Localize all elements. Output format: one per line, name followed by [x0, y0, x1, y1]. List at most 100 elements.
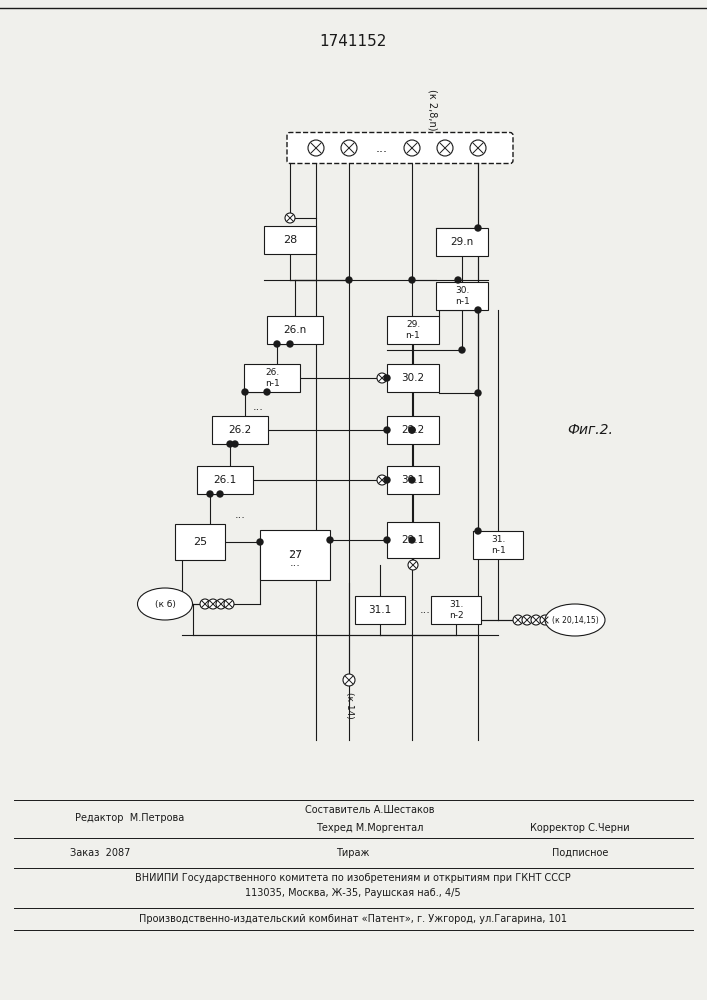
Text: 28: 28 — [283, 235, 297, 245]
Bar — [387, 416, 439, 444]
Ellipse shape — [545, 604, 605, 636]
Circle shape — [475, 390, 481, 396]
Bar — [387, 316, 439, 344]
Circle shape — [207, 491, 213, 497]
Circle shape — [437, 140, 453, 156]
Circle shape — [227, 441, 233, 447]
Circle shape — [257, 539, 263, 545]
Text: ВНИИПИ Государственного комитета по изобретениям и открытиям при ГКНТ СССР: ВНИИПИ Государственного комитета по изоб… — [135, 873, 571, 883]
Text: Техред М.Моргентал: Техред М.Моргентал — [316, 823, 423, 833]
Circle shape — [409, 537, 415, 543]
Circle shape — [200, 599, 210, 609]
Text: (к 14): (к 14) — [344, 692, 354, 718]
Text: ...: ... — [235, 510, 245, 520]
Bar — [175, 524, 225, 560]
Circle shape — [327, 537, 333, 543]
Circle shape — [531, 615, 541, 625]
Text: ...: ... — [290, 544, 300, 554]
Circle shape — [540, 615, 550, 625]
Text: Производственно-издательский комбинат «Патент», г. Ужгород, ул.Гагарина, 101: Производственно-издательский комбинат «П… — [139, 914, 567, 924]
Circle shape — [287, 341, 293, 347]
Circle shape — [384, 537, 390, 543]
Text: ...: ... — [376, 141, 388, 154]
Circle shape — [513, 615, 523, 625]
Text: 29.1: 29.1 — [402, 535, 425, 545]
Text: ...: ... — [290, 558, 300, 568]
Text: ...: ... — [252, 402, 264, 412]
Text: 31.
n-2: 31. n-2 — [449, 600, 463, 620]
Text: 26.2: 26.2 — [228, 425, 252, 435]
Circle shape — [217, 491, 223, 497]
Circle shape — [459, 347, 465, 353]
Circle shape — [343, 674, 355, 686]
Text: 31.1: 31.1 — [368, 605, 392, 615]
Circle shape — [208, 599, 218, 609]
Bar — [431, 596, 481, 624]
Circle shape — [384, 375, 390, 381]
Bar — [267, 316, 323, 344]
Circle shape — [308, 140, 324, 156]
Bar — [436, 282, 488, 310]
Text: 26.
n-1: 26. n-1 — [264, 368, 279, 388]
Circle shape — [377, 475, 387, 485]
Text: 26.n: 26.n — [284, 325, 307, 335]
Circle shape — [242, 389, 248, 395]
Bar — [387, 466, 439, 494]
Text: 27: 27 — [288, 550, 302, 560]
Circle shape — [475, 225, 481, 231]
Text: 1741152: 1741152 — [320, 34, 387, 49]
Circle shape — [404, 140, 420, 156]
Bar — [212, 416, 268, 444]
Text: 30.2: 30.2 — [402, 373, 425, 383]
Text: Тираж: Тираж — [337, 848, 370, 858]
Bar — [0, 800, 707, 1000]
Circle shape — [232, 441, 238, 447]
Circle shape — [384, 427, 390, 433]
Text: 30.1: 30.1 — [402, 475, 425, 485]
Circle shape — [409, 277, 415, 283]
Text: 29.2: 29.2 — [402, 425, 425, 435]
Text: Редактор  М.Петрова: Редактор М.Петрова — [76, 813, 185, 823]
FancyBboxPatch shape — [287, 132, 513, 163]
Circle shape — [216, 599, 226, 609]
Text: (к 2,8,n): (к 2,8,n) — [427, 89, 437, 131]
Text: ...: ... — [419, 605, 431, 615]
Text: (к б): (к б) — [155, 599, 175, 608]
Circle shape — [409, 427, 415, 433]
Text: 26.1: 26.1 — [214, 475, 237, 485]
Bar — [197, 466, 253, 494]
Circle shape — [264, 389, 270, 395]
Circle shape — [274, 341, 280, 347]
Circle shape — [384, 477, 390, 483]
Circle shape — [224, 599, 234, 609]
Circle shape — [522, 615, 532, 625]
Text: 29.n: 29.n — [450, 237, 474, 247]
Text: (к 20,14,15): (к 20,14,15) — [551, 615, 598, 624]
Circle shape — [346, 277, 352, 283]
Text: 29.
n-1: 29. n-1 — [406, 320, 421, 340]
Text: Фиг.2.: Фиг.2. — [567, 423, 613, 437]
Bar — [260, 530, 330, 580]
Circle shape — [470, 140, 486, 156]
Circle shape — [285, 213, 295, 223]
Bar — [387, 522, 439, 558]
Circle shape — [409, 427, 415, 433]
Ellipse shape — [137, 588, 192, 620]
Circle shape — [455, 277, 461, 283]
Circle shape — [475, 307, 481, 313]
Bar — [355, 596, 405, 624]
Circle shape — [475, 528, 481, 534]
Text: 31.
n-1: 31. n-1 — [491, 535, 506, 555]
Text: Заказ  2087: Заказ 2087 — [70, 848, 130, 858]
Text: Корректор С.Черни: Корректор С.Черни — [530, 823, 630, 833]
Bar — [264, 226, 316, 254]
Circle shape — [377, 373, 387, 383]
Text: 25: 25 — [193, 537, 207, 547]
Text: Подписное: Подписное — [551, 848, 608, 858]
Circle shape — [408, 560, 418, 570]
Text: Составитель А.Шестаков: Составитель А.Шестаков — [305, 805, 435, 815]
Bar — [473, 531, 523, 559]
Text: 113035, Москва, Ж-35, Раушская наб., 4/5: 113035, Москва, Ж-35, Раушская наб., 4/5 — [245, 888, 461, 898]
Bar — [436, 228, 488, 256]
Circle shape — [341, 140, 357, 156]
